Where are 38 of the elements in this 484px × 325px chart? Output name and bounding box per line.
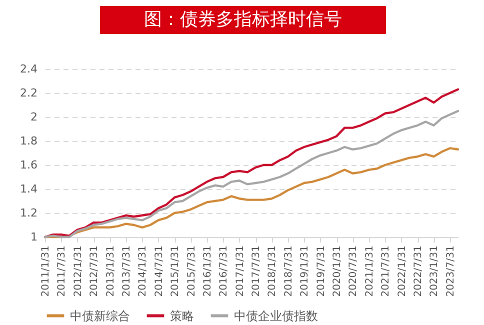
x-tick-label: 2016/7/31 [218,246,230,297]
x-tick-label: 2018/7/31 [283,246,294,297]
x-tick-label: 2015/7/31 [186,246,198,297]
y-tick-label: 1.4 [20,182,38,196]
x-tick-label: 2012/7/31 [89,246,100,297]
legend-label: 中债企业债指数 [234,308,318,323]
x-tick-label: 2020/7/31 [348,246,360,297]
y-tick-label: 2 [30,110,38,124]
x-tick-label: 2013/7/31 [121,246,132,297]
x-tick-label: 2023/7/31 [445,246,456,297]
x-tick-label: 2014/1/31 [138,246,149,297]
x-tick-label: 2022/1/31 [396,246,408,297]
x-tick-label: 2017/1/31 [234,246,246,297]
y-tick-label: 1.8 [20,134,38,148]
y-tick-label: 2.2 [20,86,38,100]
y-tick-label: 1 [30,230,38,244]
x-tick-label: 2022/7/31 [413,246,424,297]
x-tick-label: 2019/1/31 [300,246,311,297]
chart-title: 图：债券多指标择时信号 [100,6,386,34]
x-tick-label: 2013/1/31 [105,246,116,297]
y-tick-label: 2.4 [20,62,38,76]
x-tick-label: 2023/1/31 [429,246,440,297]
y-tick-label: 1.6 [20,158,38,172]
x-tick-label: 2015/1/31 [170,246,182,297]
x-tick-label: 2011/1/31 [40,246,52,297]
x-tick-label: 2011/7/31 [56,246,68,297]
y-tick-label: 1.2 [20,206,38,220]
x-tick-label: 2012/1/31 [72,246,84,297]
x-tick-label: 2020/1/31 [332,246,344,297]
x-tick-label: 2021/1/31 [364,246,376,297]
x-tick-label: 2016/1/31 [202,246,214,297]
legend-label: 中债新综合 [70,308,130,323]
x-tick-label: 2021/7/31 [380,246,392,297]
legend-label: 策略 [170,308,194,323]
x-tick-label: 2019/7/31 [316,246,327,297]
x-tick-label: 2018/1/31 [267,246,278,297]
x-tick-label: 2017/7/31 [251,246,262,297]
x-tick-label: 2014/7/31 [154,246,165,297]
